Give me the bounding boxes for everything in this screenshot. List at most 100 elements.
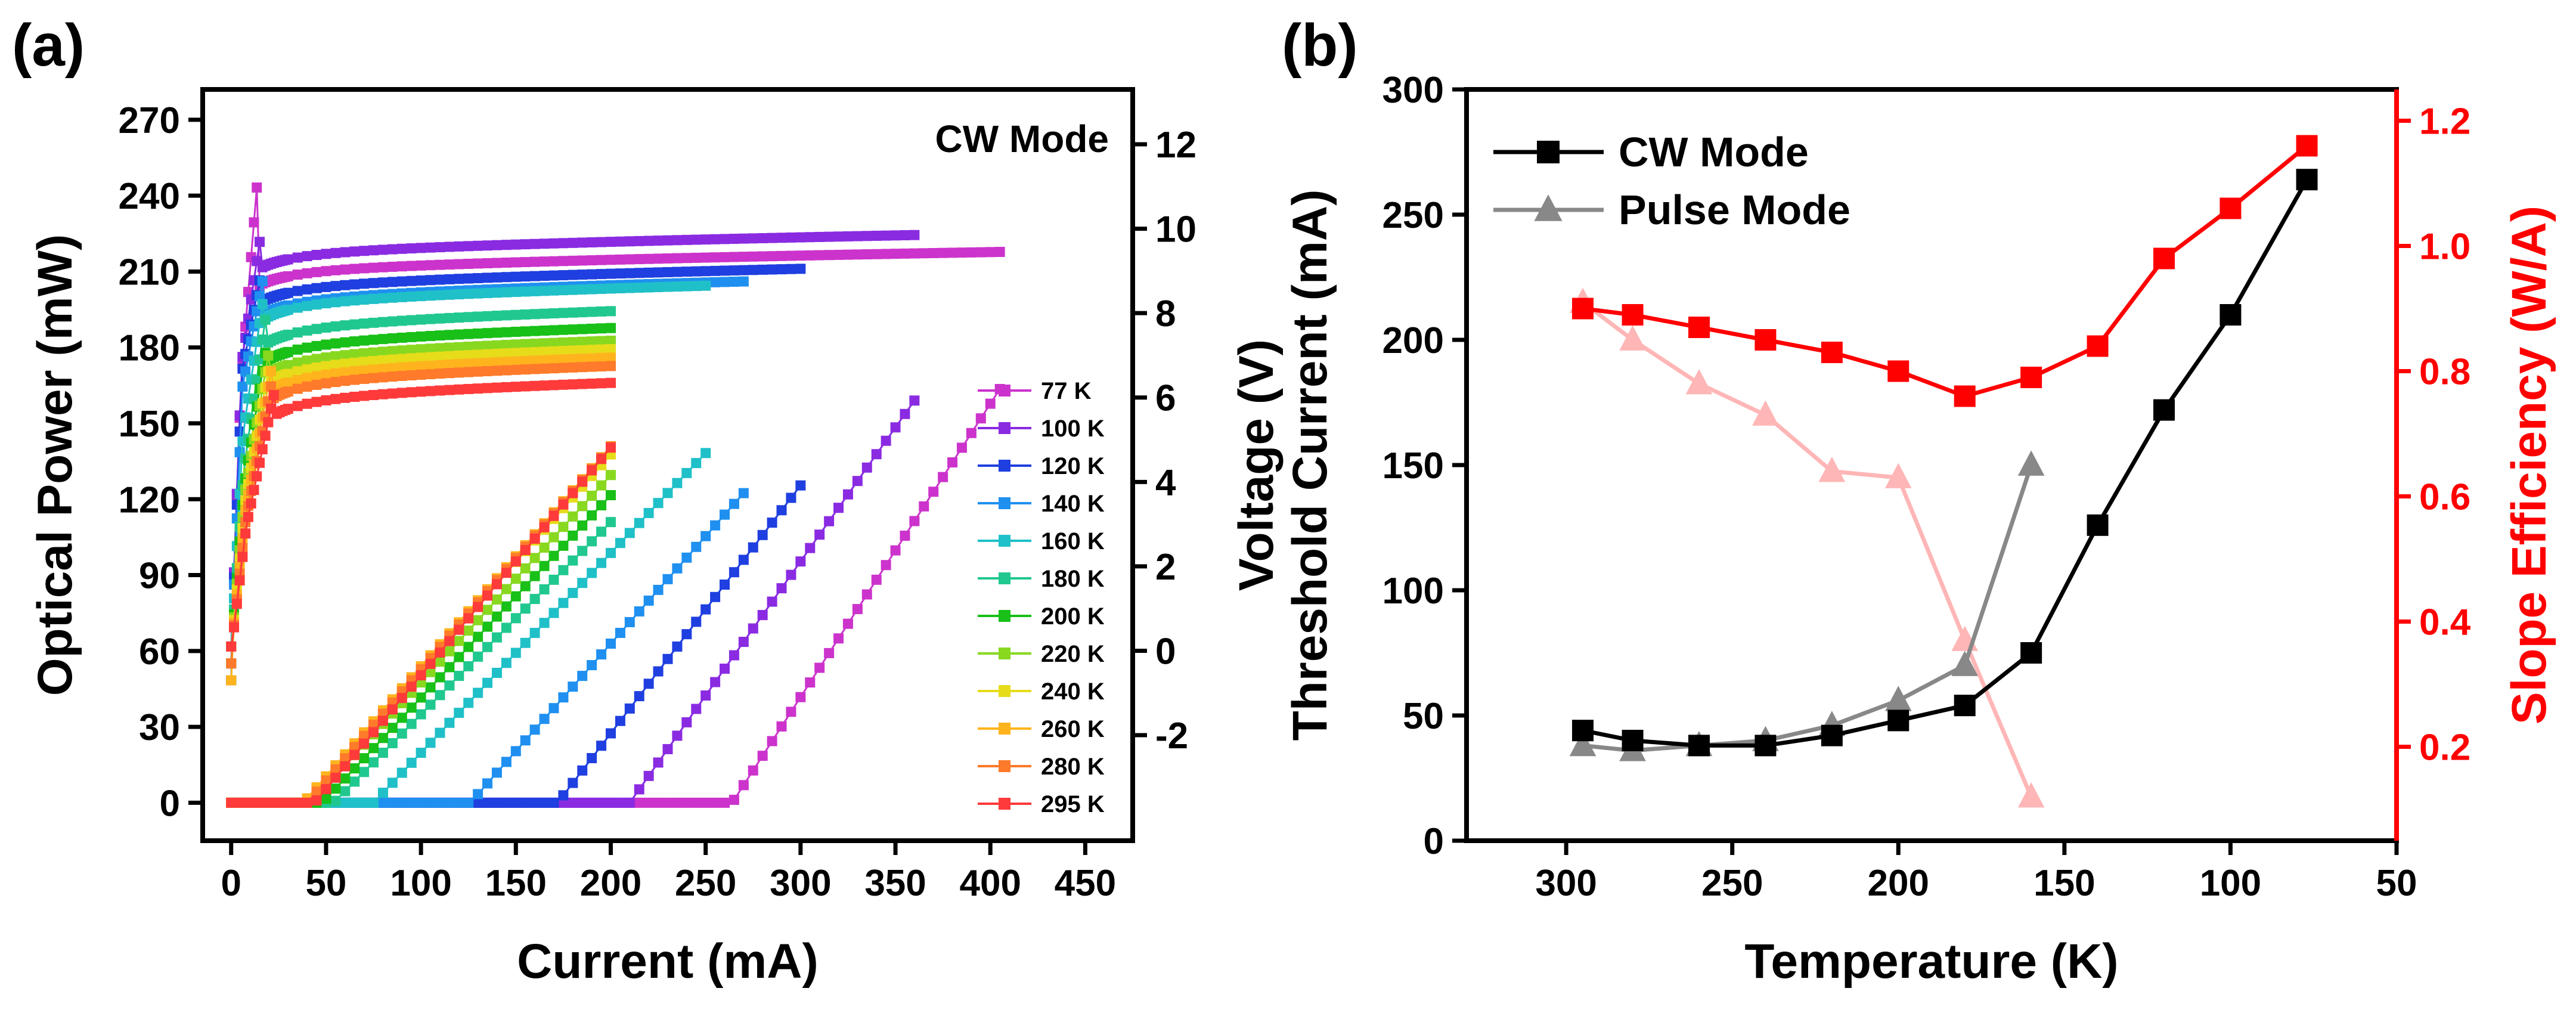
light-current-point [321,783,331,794]
voltage-current-point [396,315,407,326]
light-current-point [368,743,379,754]
light-current-point [842,618,853,629]
light-current-point [634,606,644,617]
voltage-current-point [340,376,351,386]
panel-a-x-tick-label: 400 [959,863,1021,904]
panel-a-x-tick-label: 0 [221,863,241,904]
voltage-current-point [596,284,607,295]
voltage-current-point [605,306,616,317]
series-point [2017,782,2045,808]
voltage-current-point [283,377,293,388]
light-current-point [558,790,569,801]
voltage-current-point [237,381,248,392]
voltage-current-point [252,374,262,385]
panel-a-left-tick-label: 180 [119,328,180,369]
voltage-current-point [558,354,569,365]
voltage-current-point [577,379,588,389]
voltage-current-point [377,277,388,288]
light-current-point [529,724,540,735]
light-current-point [548,510,559,521]
voltage-current-point [529,347,540,358]
voltage-current-point [473,358,483,368]
voltage-current-point [501,339,512,350]
voltage-current-point [596,306,607,317]
voltage-current-point [700,234,711,245]
voltage-current-point [767,251,777,262]
voltage-current-point [266,381,277,392]
light-current-point [653,584,664,595]
light-current-point [700,448,711,459]
voltage-current-point [226,658,237,669]
voltage-current-point [482,328,493,339]
voltage-current-point [377,317,388,327]
voltage-current-point [548,380,559,391]
voltage-current-point [302,251,312,262]
legend-marker [999,648,1010,659]
voltage-current-point [776,264,787,275]
light-current-point [605,728,616,739]
voltage-current-point [491,327,502,338]
light-current-point [662,488,673,498]
panel-a-legend: 77 K 100 K 120 K 140 K 160 K 180 K 200 K 220 K 2… [978,378,1105,817]
voltage-current-point [520,347,531,358]
light-current-point [435,647,445,658]
voltage-current-point [268,390,279,401]
panel-b-x-tick-label: 50 [2376,863,2417,904]
voltage-current-point [359,348,370,359]
legend-marker [999,760,1010,772]
light-current-point [596,500,607,510]
voltage-current-point [257,444,268,455]
light-current-point [539,618,550,628]
voltage-current-point [340,280,351,290]
voltage-current-point [454,289,464,300]
voltage-current-point [605,323,616,333]
light-current-point [720,797,730,808]
light-current-point [501,601,512,612]
voltage-current-point [587,353,597,364]
light-current-point [605,547,616,558]
voltage-current-point [700,266,711,277]
light-current-point [643,595,654,606]
light-current-point [463,698,474,708]
light-current-point [871,574,882,585]
panel-a-left-tick-label: 150 [119,404,180,445]
voltage-current-point [539,256,550,267]
series-point [1754,329,1777,351]
voltage-current-point [302,268,312,278]
light-current-point [454,652,464,662]
voltage-current-point [435,274,445,285]
voltage-current-point [321,298,331,309]
panel-b-x-tick-label: 300 [1535,863,1597,904]
voltage-current-point [795,232,806,243]
voltage-current-point [520,381,531,392]
voltage-current-point [425,352,436,363]
light-current-point [501,568,512,578]
light-current-point [491,632,502,643]
voltage-current-point [748,265,758,275]
light-current-point [264,797,274,808]
light-current-point [824,648,835,658]
light-current-point [757,751,768,761]
voltage-current-point [501,272,512,283]
voltage-current-point [529,355,540,366]
voltage-current-point [729,265,739,276]
light-current-point [786,707,796,717]
light-current-point [510,746,521,757]
panel-b-label: (b) [1282,12,1358,79]
series-point [1752,400,1779,426]
voltage-current-point [368,373,379,383]
voltage-current-point [548,354,559,365]
light-current-point [406,797,417,808]
series-point [2017,450,2045,476]
voltage-current-point [435,360,445,370]
light-current-point [435,672,445,683]
panel-b-right-tick-label: 0.6 [2419,477,2470,518]
voltage-current-point [473,258,483,269]
voltage-current-point [330,297,341,308]
voltage-current-point [587,336,597,347]
voltage-current-point [340,337,351,348]
light-current-point [510,556,521,567]
voltage-current-point [234,426,245,437]
voltage-current-point [359,373,370,384]
panel-a-x-tick-label: 100 [390,863,451,904]
